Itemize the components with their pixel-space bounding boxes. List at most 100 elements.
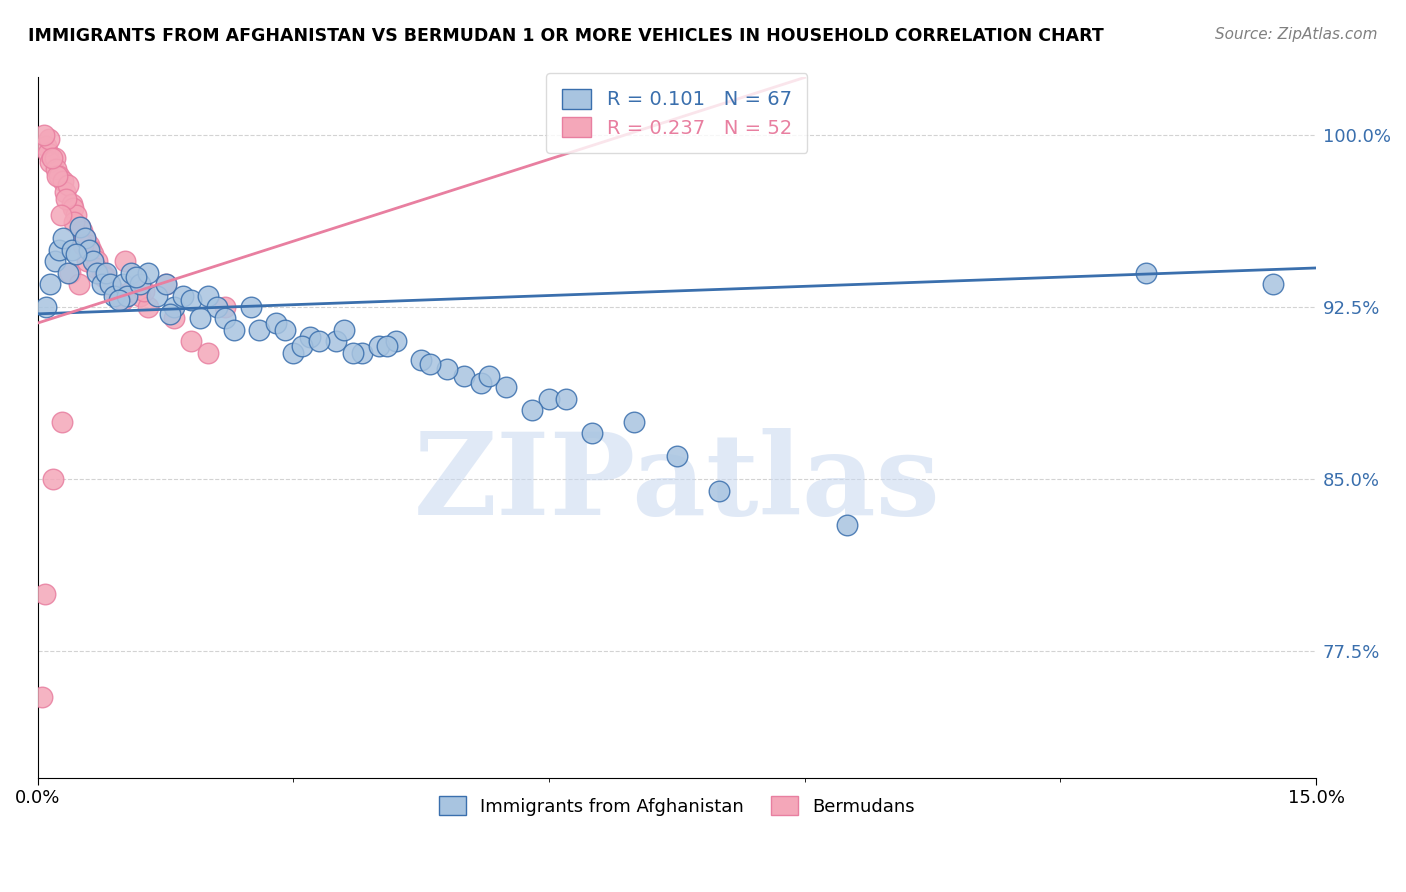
Point (82, 247, 104, 261)
Point (138, 266, 160, 280)
Point (79, 243, 101, 257)
Point (86, 266, 108, 280)
Point (197, 288, 219, 302)
Point (77, 243, 100, 257)
Point (76, 254, 98, 268)
Point (37, 146, 59, 161)
Point (155, 277, 177, 291)
Point (308, 334, 330, 349)
Point (172, 288, 194, 302)
Point (342, 346, 364, 360)
Point (103, 288, 125, 302)
Point (44, 151, 66, 165)
Point (41, 151, 63, 165)
Point (56, 178, 79, 193)
Point (537, 392, 560, 406)
Point (70, 224, 93, 238)
Point (48, 243, 70, 257)
Text: ZIPatlas: ZIPatlas (413, 428, 941, 539)
Legend: Immigrants from Afghanistan, Bermudans: Immigrants from Afghanistan, Bermudans (430, 787, 924, 824)
Point (111, 293, 134, 307)
Point (103, 284, 125, 298)
Point (63, 215, 86, 229)
Point (56, 266, 79, 280)
Point (69, 219, 91, 234)
Point (45, 162, 67, 177)
Point (115, 288, 138, 302)
Point (35, 139, 58, 153)
Point (214, 300, 236, 314)
Point (555, 392, 578, 406)
Point (60, 243, 83, 257)
Point (159, 307, 181, 321)
Point (384, 334, 406, 349)
Point (205, 300, 228, 314)
Point (274, 323, 297, 337)
Point (48, 169, 70, 183)
Point (98, 277, 121, 291)
Point (51, 415, 73, 429)
Point (709, 483, 731, 498)
Point (59, 266, 82, 280)
Point (163, 300, 186, 314)
Point (86, 254, 108, 268)
Point (52, 231, 75, 245)
Point (419, 357, 441, 371)
Point (350, 346, 373, 360)
Point (146, 288, 169, 302)
Point (98, 277, 121, 291)
Point (239, 300, 262, 314)
Point (837, 518, 859, 533)
Point (39, 277, 62, 291)
Point (222, 323, 245, 337)
Text: IMMIGRANTS FROM AFGHANISTAN VS BERMUDAN 1 OR MORE VEHICLES IN HOUSEHOLD CORRELAT: IMMIGRANTS FROM AFGHANISTAN VS BERMUDAN … (28, 27, 1104, 45)
Point (46, 169, 69, 183)
Point (665, 449, 688, 463)
Point (49, 208, 72, 222)
Point (283, 346, 305, 360)
Point (375, 339, 398, 353)
Point (107, 288, 129, 302)
Point (90, 277, 112, 291)
Point (188, 311, 211, 326)
Point (247, 323, 270, 337)
Point (125, 270, 148, 285)
Point (69, 219, 91, 234)
Point (1135, 266, 1157, 280)
Point (114, 254, 136, 268)
Point (84, 260, 107, 275)
Point (35, 300, 58, 314)
Point (436, 362, 458, 376)
Point (120, 266, 142, 280)
Point (90, 266, 112, 280)
Point (470, 376, 492, 390)
Point (129, 288, 152, 302)
Point (520, 403, 543, 417)
Text: Source: ZipAtlas.com: Source: ZipAtlas.com (1215, 27, 1378, 42)
Point (34, 587, 56, 601)
Point (67, 277, 90, 291)
Point (411, 352, 433, 367)
Point (55, 192, 77, 206)
Point (73, 231, 96, 245)
Point (82, 254, 104, 268)
Point (107, 293, 129, 307)
Point (180, 293, 202, 307)
Point (581, 426, 603, 441)
Point (367, 339, 389, 353)
Point (266, 316, 288, 330)
Point (52, 174, 75, 188)
Point (155, 277, 177, 291)
Point (495, 380, 517, 394)
Point (62, 202, 84, 216)
Point (31, 690, 53, 705)
Point (478, 368, 501, 383)
Point (94, 270, 117, 285)
Point (65, 247, 87, 261)
Point (42, 472, 65, 486)
Point (299, 330, 322, 344)
Point (325, 334, 347, 349)
Point (77, 238, 100, 252)
Point (72, 238, 94, 252)
Point (60, 196, 83, 211)
